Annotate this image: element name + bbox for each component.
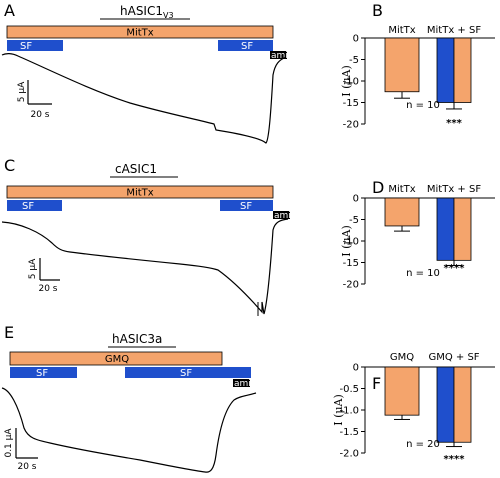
scale-x-label-e: 20 s [17,462,36,472]
y-axis-label: I (μA) [332,394,345,426]
panel-label-e: E [4,323,14,342]
y-tick-label-1: -5 [349,55,359,66]
category-label-0: MitTx [388,25,415,36]
y-tick-label-3: -1.5 [339,427,359,438]
category-label-0: GMQ [390,352,414,363]
trace-title-e: hASIC3a [112,332,162,346]
bar-0 [384,197,420,227]
scale-x-label-a: 20 s [30,110,49,120]
y-tick-label-1: -0.5 [339,384,359,395]
y-tick-label-4: -20 [343,120,359,131]
ami-label-e: ami [234,379,251,389]
mittx-bar-label-c: MitTx [126,188,153,199]
current-trace-a [1,53,287,144]
bar-1-sf-half [436,37,455,103]
trace-panel-c: C cASIC1 MitTx SF SF ami 5 μA 20 s [1,156,291,316]
bar-1-drug-half [453,37,472,103]
panel-label-a: A [4,1,15,20]
significance-stars: *** [446,118,462,129]
bar-1-drug-half [453,197,472,261]
category-label-0: MitTx [388,184,415,195]
y-tick-label-0: 0 [353,194,359,205]
y-axis-label: I (μA) [340,225,353,257]
sf-bar-a-2 [218,40,273,51]
panel-label: F [372,374,381,393]
category-label-1: MitTx + SF [427,184,481,195]
sf-bar-label-e-1: SF [36,368,48,379]
sf-bar-label-c-2: SF [240,201,252,212]
trace-panel-a: A hASIC1V3 MitTx SF SF ami 5 μA 20 s [1,1,288,144]
y-axis-label: I (μA) [340,65,353,97]
sf-bar-a-1 [7,40,63,51]
sf-bar-e-2 [125,367,251,378]
scale-y-label-c: 5 μA [28,258,38,279]
panel-label-c: C [4,156,15,175]
sf-bar-label-a-2: SF [241,41,253,52]
bar-1-sf-half [436,366,455,443]
panel-label: D [372,178,384,197]
trace-title-a: hASIC1V3 [120,4,174,20]
mittx-bar-a [6,25,274,39]
ami-bar-a [270,51,287,59]
sf-bar-e-1 [10,367,77,378]
significance-stars: **** [444,454,466,465]
sf-bar-c-2 [220,200,273,211]
y-tick-label-0: 0 [353,34,359,45]
current-trace-c [1,218,289,315]
category-label-1: MitTx + SF [427,25,481,36]
bar-0 [384,366,420,416]
ami-bar-c [273,211,290,219]
ami-label-a: ami [271,51,288,61]
mittx-bar-label-a: MitTx [126,28,153,39]
bar-chart-f: F 0 -0.5 -1.0 -1.5 -2.0 I (μA) GMQ GMQ + SF n = 2… [332,352,495,465]
bar-chart-d: D 0 -5 -10 -15 -20 I (μA) MitTx MitTx + SF n = 10… [340,178,495,291]
y-tick-label-2: -10 [343,237,359,248]
gmq-bar-e [9,351,223,366]
mittx-bar-c [6,185,274,199]
y-tick-label-2: -10 [343,77,359,88]
sf-bar-c-1 [7,200,62,211]
scale-y-label-e: 0.1 μA [4,428,14,458]
y-tick-label-2: -1.0 [339,406,359,417]
current-trace-e [1,387,257,473]
sf-bar-label-e-2: SF [180,368,192,379]
n-label: n = 10 [406,268,440,279]
sf-bar-label-c-1: SF [22,201,34,212]
bar-chart-b: B 0 -5 -10 -15 -20 I (μA) MitTx MitTx + SF n = 10… [340,1,495,131]
y-tick-label-4: -2.0 [339,449,359,460]
scale-y-label-a: 5 μA [17,81,27,102]
ami-bar-e [233,379,250,387]
trace-title-c: cASIC1 [115,162,157,176]
ami-label-c: ami [274,211,291,221]
bar-1-sf-half [436,197,455,261]
y-tick-label-3: -15 [343,98,359,109]
scale-x-label-c: 20 s [38,284,57,294]
bar-1-drug-half [453,366,472,443]
y-tick-label-4: -20 [343,280,359,291]
significance-stars: **** [444,263,466,274]
bar-0 [384,37,420,93]
n-label: n = 20 [406,439,440,450]
category-label-1: GMQ + SF [428,352,479,363]
trace-panel-e: E hASIC3a GMQ SF SF ami 0.1 μA 20 s [1,323,257,473]
gmq-bar-label-e: GMQ [105,354,129,365]
y-tick-label-3: -15 [343,258,359,269]
n-label: n = 10 [406,100,440,111]
y-tick-label-1: -5 [349,215,359,226]
panel-label: B [372,1,383,20]
y-tick-label-0: 0 [353,363,359,374]
sf-bar-label-a-1: SF [20,41,32,52]
